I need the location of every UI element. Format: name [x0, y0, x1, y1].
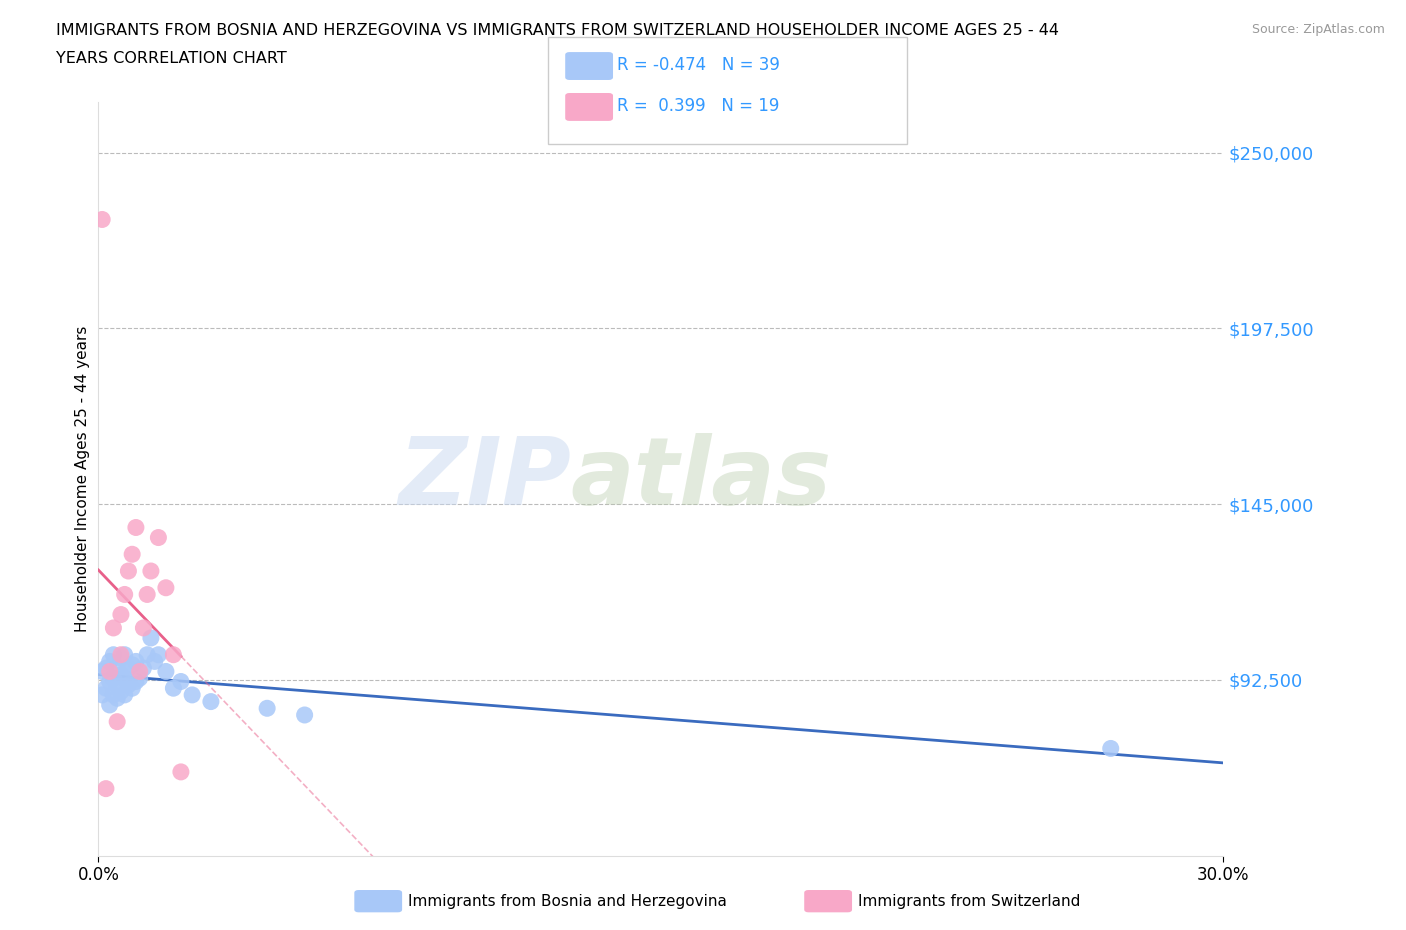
Y-axis label: Householder Income Ages 25 - 44 years: Householder Income Ages 25 - 44 years	[75, 326, 90, 632]
Point	[155, 580, 177, 595]
Text: atlas: atlas	[571, 433, 832, 525]
Point	[105, 691, 128, 706]
Point	[110, 668, 132, 683]
Point	[98, 664, 121, 679]
Point	[91, 687, 114, 702]
Point	[103, 647, 125, 662]
Point	[155, 664, 177, 679]
Point	[148, 647, 170, 662]
Point	[91, 664, 114, 679]
Point	[181, 687, 204, 702]
Text: IMMIGRANTS FROM BOSNIA AND HERZEGOVINA VS IMMIGRANTS FROM SWITZERLAND HOUSEHOLDE: IMMIGRANTS FROM BOSNIA AND HERZEGOVINA V…	[56, 23, 1059, 38]
Point	[105, 660, 128, 675]
Point	[121, 658, 143, 672]
Point	[125, 674, 148, 689]
Point	[117, 564, 139, 578]
Point	[105, 677, 128, 692]
Point	[94, 681, 117, 696]
Point	[139, 631, 162, 645]
Text: Immigrants from Bosnia and Herzegovina: Immigrants from Bosnia and Herzegovina	[408, 894, 727, 909]
Point	[98, 674, 121, 689]
Point	[110, 684, 132, 699]
Point	[1099, 741, 1122, 756]
Point	[103, 671, 125, 685]
Point	[105, 714, 128, 729]
Point	[143, 654, 166, 669]
Point	[94, 660, 117, 675]
Point	[256, 701, 278, 716]
Point	[98, 654, 121, 669]
Point	[91, 212, 114, 227]
Point	[114, 647, 136, 662]
Point	[114, 587, 136, 602]
Point	[132, 660, 155, 675]
Point	[170, 764, 193, 779]
Point	[103, 620, 125, 635]
Point	[94, 781, 117, 796]
Point	[114, 687, 136, 702]
Point	[125, 654, 148, 669]
Point	[110, 647, 132, 662]
Point	[132, 620, 155, 635]
Point	[121, 681, 143, 696]
Point	[98, 698, 121, 712]
Text: Source: ZipAtlas.com: Source: ZipAtlas.com	[1251, 23, 1385, 36]
Point	[294, 708, 316, 723]
Point	[136, 647, 159, 662]
Point	[103, 687, 125, 702]
Point	[125, 520, 148, 535]
Point	[110, 607, 132, 622]
Point	[136, 587, 159, 602]
Point	[139, 564, 162, 578]
Text: Immigrants from Switzerland: Immigrants from Switzerland	[858, 894, 1080, 909]
Point	[128, 671, 150, 685]
Point	[148, 530, 170, 545]
Point	[162, 681, 184, 696]
Point	[200, 694, 222, 709]
Text: YEARS CORRELATION CHART: YEARS CORRELATION CHART	[56, 51, 287, 66]
Text: ZIP: ZIP	[398, 433, 571, 525]
Point	[128, 664, 150, 679]
Point	[117, 677, 139, 692]
Text: R =  0.399   N = 19: R = 0.399 N = 19	[617, 97, 779, 115]
Point	[121, 547, 143, 562]
Point	[162, 647, 184, 662]
Point	[170, 674, 193, 689]
Text: R = -0.474   N = 39: R = -0.474 N = 39	[617, 56, 780, 74]
Point	[110, 651, 132, 666]
Point	[114, 671, 136, 685]
Point	[117, 660, 139, 675]
